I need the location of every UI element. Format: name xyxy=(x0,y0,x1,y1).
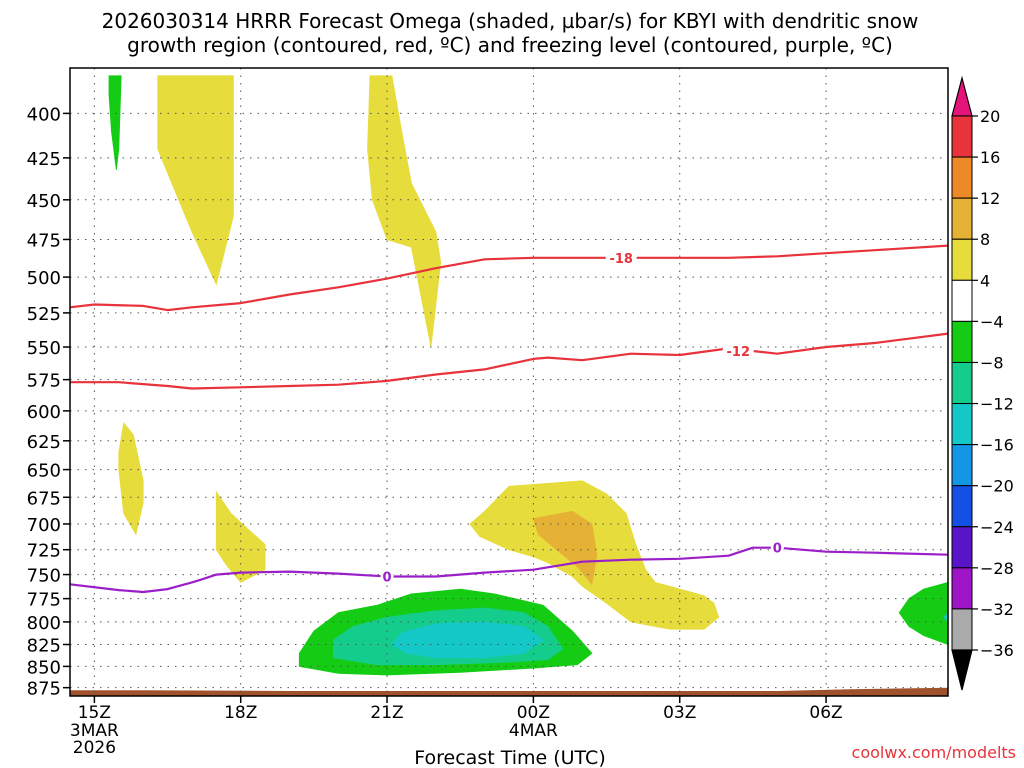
x-tick-label-03Z: 03Z xyxy=(663,703,696,723)
omega-field-1 xyxy=(108,75,122,170)
omega-shading xyxy=(108,75,949,676)
colorbar-label-12: −32 xyxy=(980,600,1014,619)
y-tick-label-400: 400 xyxy=(27,104,61,125)
omega-field-6 xyxy=(532,510,598,586)
temperature-contours xyxy=(69,244,949,594)
contour-label-3: 0 xyxy=(773,542,782,557)
contour-label-bg-3 xyxy=(770,539,784,556)
y-tick-label-775: 775 xyxy=(27,590,61,611)
y-axis: 400 425 450 475 500 525 550 575 600 625 650 675 700 7… xyxy=(27,104,70,700)
y-tick-label-625: 625 xyxy=(27,432,61,453)
y-tick-label-675: 675 xyxy=(27,488,61,509)
y-tick-label-550: 550 xyxy=(27,338,61,359)
contour-label-0: -18 xyxy=(609,252,633,267)
omega-field-3 xyxy=(118,422,144,536)
colorbar-label-8: −16 xyxy=(980,436,1014,455)
contour-label-bg-1 xyxy=(722,343,754,360)
colorbar-swatch-11 xyxy=(951,567,973,610)
x-tick-label-18Z: 18Z xyxy=(224,703,257,723)
colorbar-label-1: 16 xyxy=(980,148,1000,167)
y-tick-label-725: 725 xyxy=(27,541,61,562)
y-tick-label-825: 825 xyxy=(27,635,61,656)
colorbar-label-2: 12 xyxy=(980,189,1000,208)
y-tick-label-500: 500 xyxy=(27,268,61,289)
colorbar-top-arrow xyxy=(951,75,973,117)
plot-area: -18 -12 0 0 xyxy=(69,67,949,697)
y-tick-label-875: 875 xyxy=(27,679,61,700)
colorbar-swatch-6 xyxy=(951,361,973,405)
colorbar-swatch-12 xyxy=(951,608,973,651)
omega-field-0 xyxy=(157,75,234,286)
colorbar-swatch-5 xyxy=(951,320,973,363)
omega-field-2 xyxy=(367,75,442,348)
contour-line-1 xyxy=(70,332,949,390)
x-tick-label-06Z: 06Z xyxy=(809,703,842,723)
colorbar-label-4: 4 xyxy=(980,271,990,290)
contour-line-0 xyxy=(69,244,949,312)
terrain-fill xyxy=(70,687,948,696)
x-tick-sublabel-15Z-1: 2026 xyxy=(73,738,116,758)
y-tick-label-600: 600 xyxy=(27,402,61,423)
contour-label-bg-2 xyxy=(380,568,394,585)
contour-label-1: -12 xyxy=(727,345,751,360)
x-tick-label-00Z: 00Z xyxy=(517,703,550,723)
y-tick-label-475: 475 xyxy=(27,230,61,251)
contour-label-2: 0 xyxy=(383,571,392,586)
colorbar-swatch-4 xyxy=(951,279,973,322)
y-tick-label-800: 800 xyxy=(27,613,61,634)
contour-label-bg-0 xyxy=(605,249,637,266)
colorbar-swatch-3 xyxy=(951,238,973,281)
colorbar-legend: 20 16 12 8 4 −4 −8 −12 −16 −20 −24 −28 −32 −36 xyxy=(951,75,1014,691)
colorbar-label-11: −28 xyxy=(980,559,1014,578)
colorbar-swatch-0 xyxy=(951,115,973,158)
y-tick-label-850: 850 xyxy=(27,657,61,678)
y-tick-label-650: 650 xyxy=(27,461,61,482)
source-credit: coolwx.com/modelts xyxy=(852,743,1016,762)
plot-frame xyxy=(69,67,949,697)
colorbar-swatch-2 xyxy=(951,197,973,240)
colorbar-label-0: 20 xyxy=(980,107,1000,126)
colorbar-label-9: −20 xyxy=(980,477,1014,496)
contour-labels: -18 -12 0 0 xyxy=(380,249,784,586)
x-axis-label: Forecast Time (UTC) xyxy=(414,747,605,768)
y-tick-label-750: 750 xyxy=(27,566,61,587)
colorbar-bottom-arrow xyxy=(951,649,973,691)
colorbar-label-6: −8 xyxy=(980,353,1004,372)
x-tick-label-21Z: 21Z xyxy=(370,703,403,723)
colorbar-swatch-8 xyxy=(951,444,973,487)
contour-line-2 xyxy=(69,546,949,594)
y-tick-label-425: 425 xyxy=(27,149,61,170)
chart-title-line-2: growth region (contoured, red, ºC) and f… xyxy=(127,33,893,57)
y-tick-label-700: 700 xyxy=(27,515,61,536)
omega-field-9 xyxy=(391,621,544,659)
chart-title-line-1: 2026030314 HRRR Forecast Omega (shaded, … xyxy=(102,9,919,33)
x-tick-sublabel-15Z-0: 3MAR xyxy=(70,721,119,741)
omega-field-4 xyxy=(215,490,266,583)
terrain-layer xyxy=(70,687,948,696)
colorbar-swatch-7 xyxy=(951,403,973,446)
colorbar-swatch-10 xyxy=(951,526,973,569)
x-tick-label-15Z: 15Z xyxy=(78,703,111,723)
colorbar-label-10: −24 xyxy=(980,518,1014,537)
colorbar-label-7: −12 xyxy=(980,395,1014,414)
x-tick-sublabel-00Z-0: 4MAR xyxy=(509,721,558,741)
colorbar-swatch-9 xyxy=(951,485,973,528)
colorbar-label-13: −36 xyxy=(980,641,1014,660)
colorbar-swatch-1 xyxy=(951,156,973,199)
y-tick-label-525: 525 xyxy=(27,304,61,325)
y-tick-label-575: 575 xyxy=(27,371,61,392)
colorbar-label-5: −4 xyxy=(980,312,1004,331)
y-tick-label-450: 450 xyxy=(27,191,61,212)
omega-field-10 xyxy=(898,581,949,646)
colorbar-label-3: 8 xyxy=(980,230,990,249)
